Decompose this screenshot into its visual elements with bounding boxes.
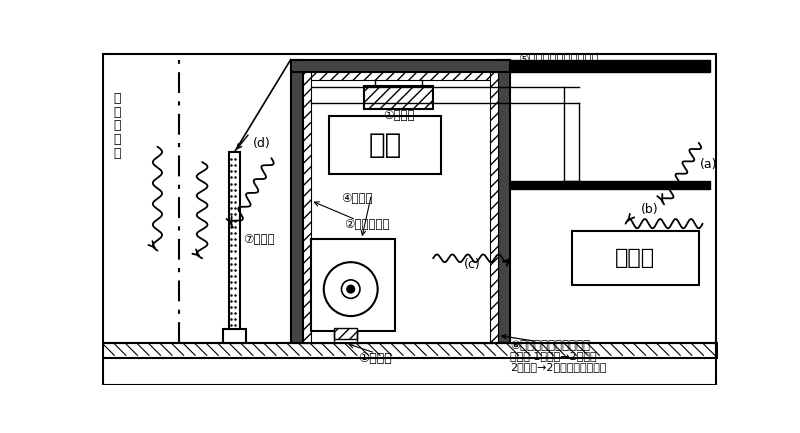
Text: 线: 线: [114, 147, 121, 160]
Circle shape: [324, 262, 378, 316]
Text: ①消声器: ①消声器: [358, 352, 392, 365]
Text: 办公室: 办公室: [615, 248, 655, 268]
Circle shape: [347, 285, 354, 293]
Bar: [572, 231, 698, 285]
Text: 汉 斯 隔 音: 汉 斯 隔 音: [328, 184, 477, 255]
Text: （例） 1张墙板→2张墙板: （例） 1张墙板→2张墙板: [510, 351, 597, 361]
Bar: [102, 343, 718, 359]
Text: ⑤隔龙套（钑或隔龙膜）: ⑤隔龙套（钑或隔龙膜）: [518, 53, 598, 66]
Bar: [303, 72, 310, 343]
Bar: [364, 86, 433, 109]
Text: (c): (c): [464, 258, 481, 271]
Text: 机房: 机房: [368, 131, 402, 159]
Text: Sound  Isolation: Sound Isolation: [307, 211, 498, 275]
Text: ⑥提高隔离墙的穿透捯失: ⑥提高隔离墙的穿透捯失: [510, 339, 590, 352]
Text: (a): (a): [700, 158, 718, 171]
Text: 边: 边: [114, 120, 121, 132]
Text: (b): (b): [641, 203, 658, 216]
Text: ⑦隔龙墙: ⑦隔龙墙: [243, 233, 274, 246]
Text: 场: 场: [114, 92, 121, 105]
Bar: [310, 239, 395, 332]
Bar: [490, 72, 498, 343]
Bar: [329, 116, 441, 174]
Text: 2张墙板→2张墙板间的空气层: 2张墙板→2张墙板间的空气层: [510, 362, 606, 372]
Circle shape: [342, 280, 360, 298]
Bar: [290, 60, 510, 72]
Text: ②玻璃棉内贴: ②玻璃棉内贴: [345, 217, 390, 230]
Text: ①消声器: ①消声器: [382, 109, 414, 122]
Text: 界: 界: [114, 133, 121, 146]
Bar: [229, 152, 240, 329]
Bar: [290, 60, 303, 343]
Bar: [510, 60, 710, 72]
Text: (d): (d): [253, 137, 270, 150]
Bar: [334, 328, 357, 339]
Text: 地: 地: [114, 106, 121, 119]
Bar: [498, 60, 510, 343]
Bar: [223, 329, 246, 343]
Bar: [510, 181, 710, 189]
Bar: [303, 72, 498, 80]
Bar: [303, 72, 498, 343]
Text: ④隔龙笱: ④隔龙笱: [341, 192, 372, 205]
